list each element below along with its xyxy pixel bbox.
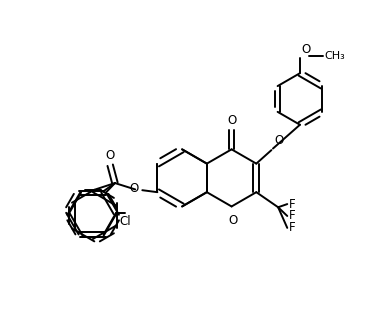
Text: O: O — [105, 149, 115, 162]
Text: F: F — [289, 221, 296, 234]
Text: O: O — [129, 182, 138, 195]
Text: O: O — [274, 134, 284, 147]
Text: F: F — [289, 198, 296, 210]
Text: CH₃: CH₃ — [325, 51, 345, 61]
Text: F: F — [289, 209, 296, 222]
Text: O: O — [301, 43, 310, 56]
Text: O: O — [227, 114, 236, 127]
Text: O: O — [229, 213, 238, 227]
Text: Cl: Cl — [119, 215, 131, 228]
